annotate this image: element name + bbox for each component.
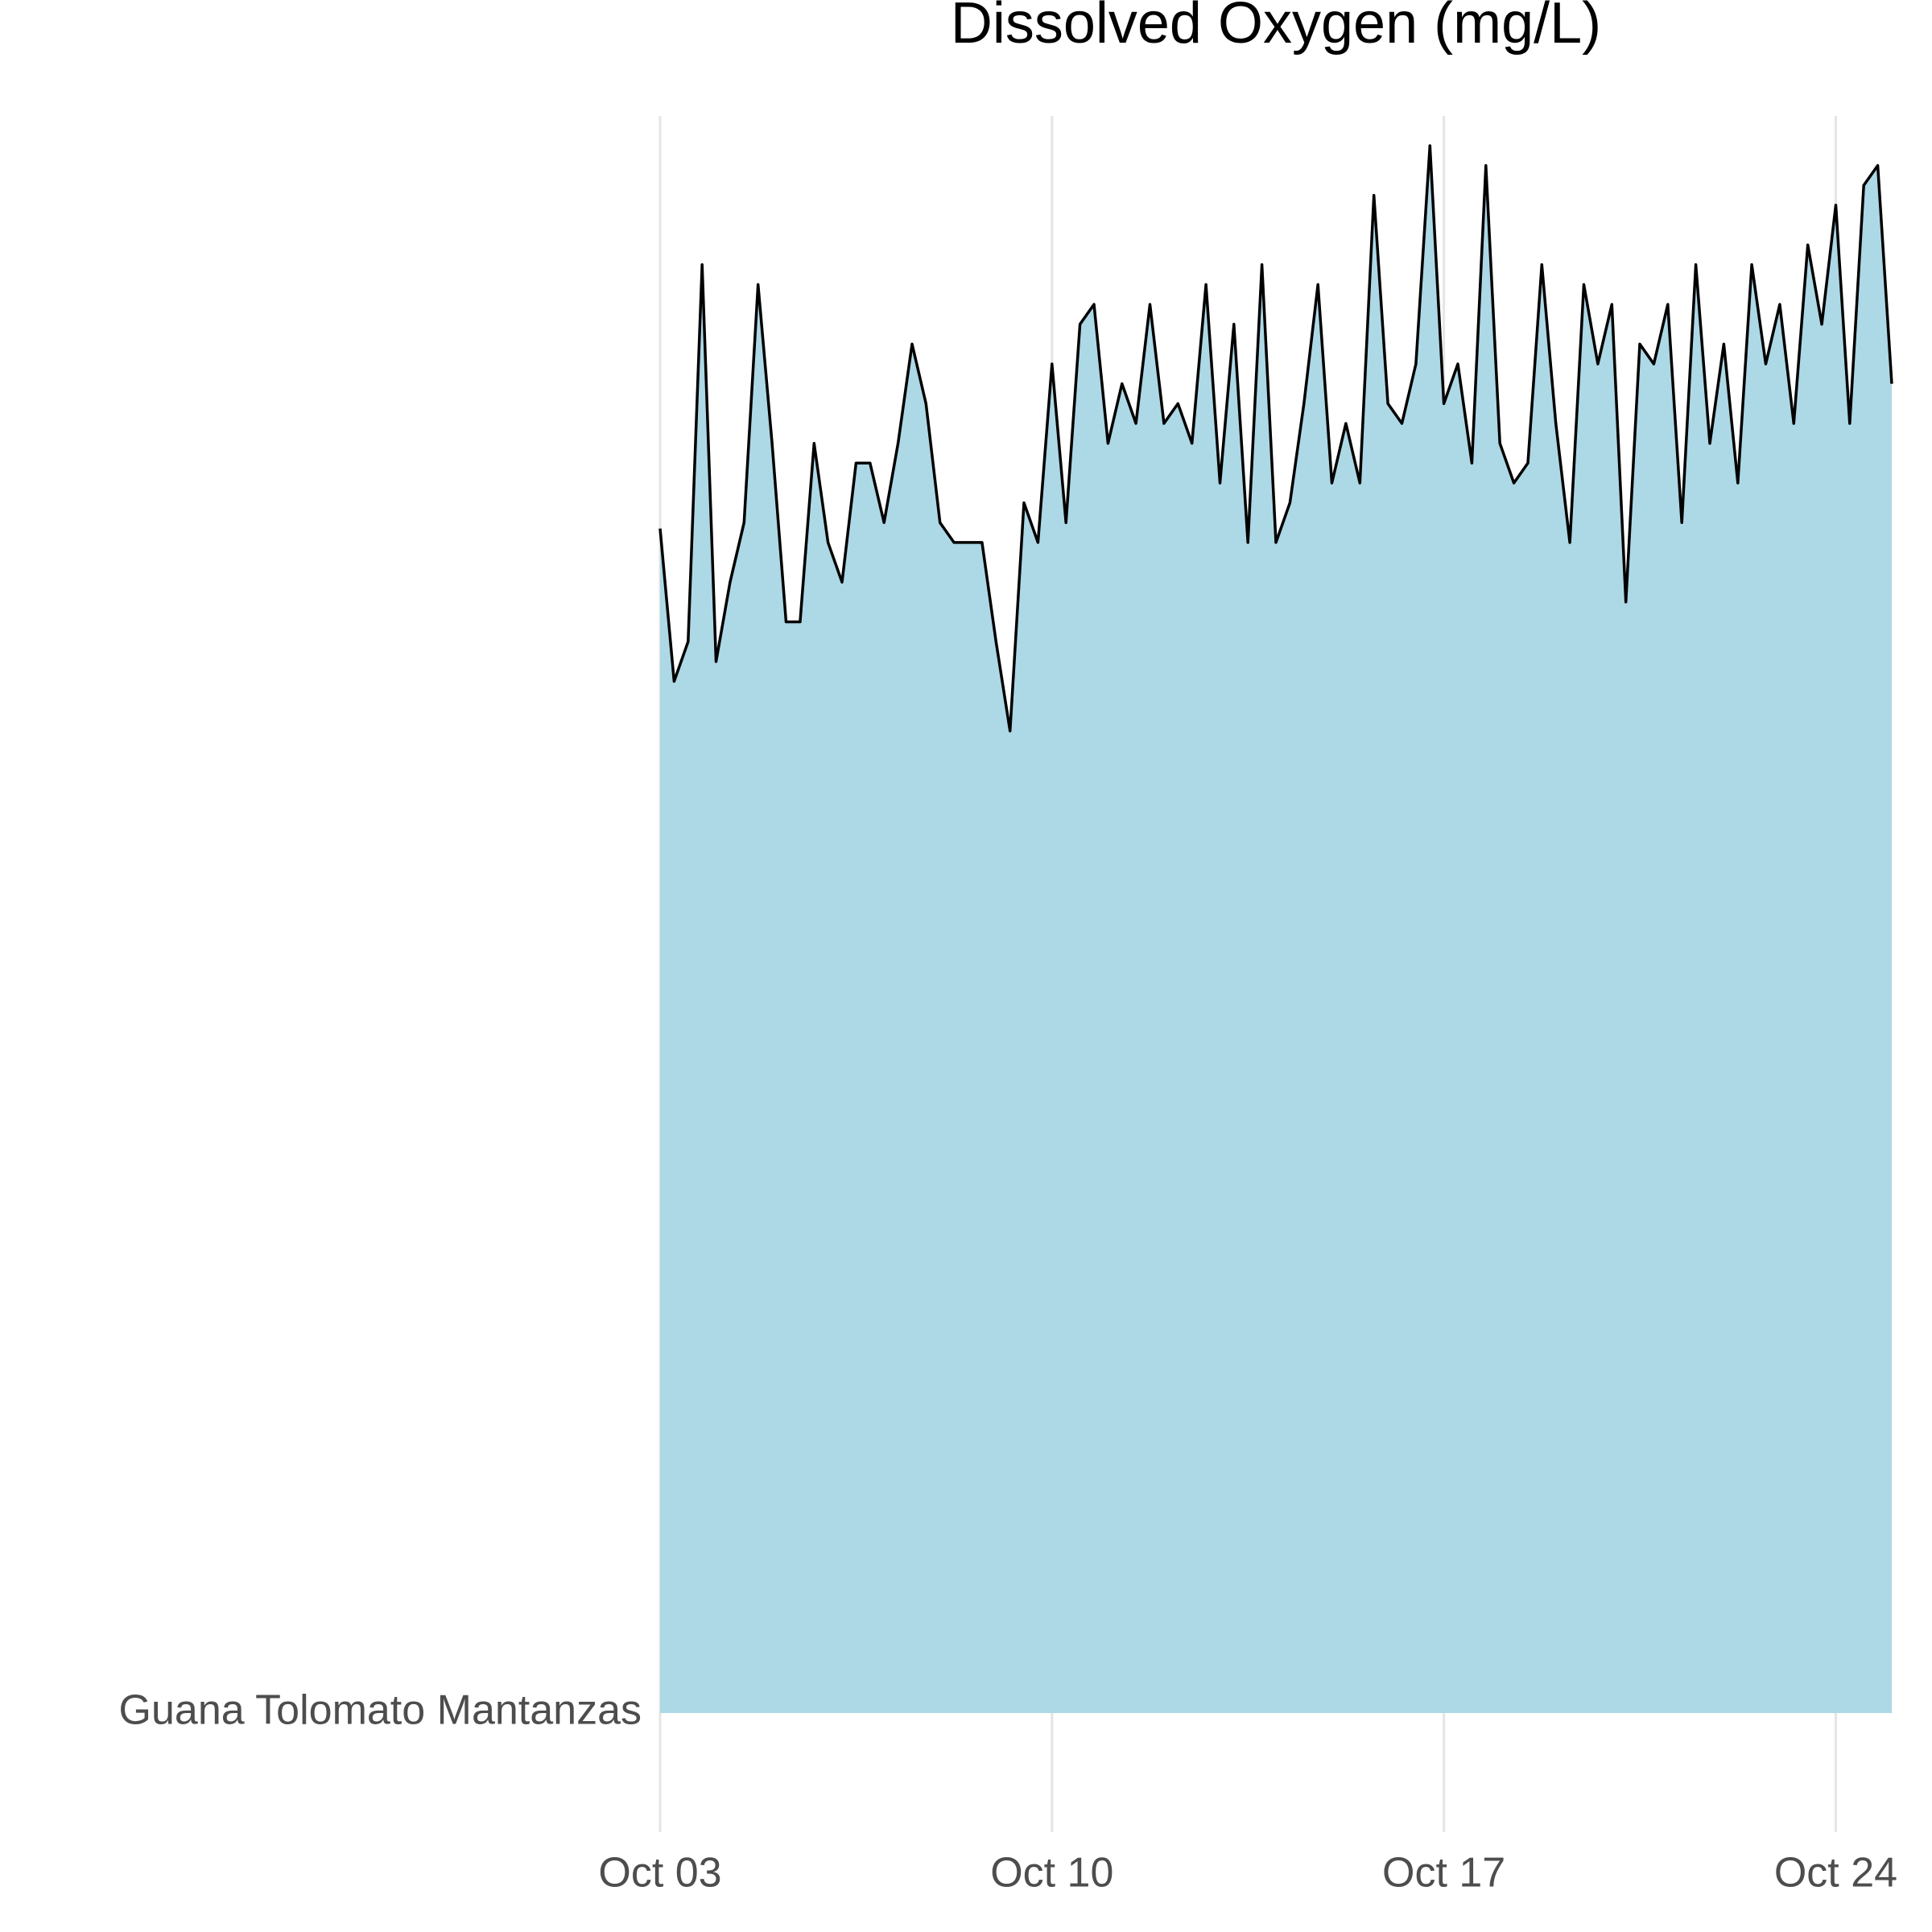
x-tick-label: Oct 24 — [1774, 1850, 1897, 1897]
x-tick-label: Oct 10 — [990, 1850, 1113, 1897]
x-tick-label: Oct 17 — [1382, 1850, 1505, 1897]
chart-title: Dissolved Oxygen (mg/L) — [951, 0, 1601, 56]
line — [658, 144, 1893, 733]
y-tick-label: Guana Tolomato Mantanzas — [119, 1687, 642, 1734]
area — [660, 146, 1892, 1713]
x-tick-label: Oct 03 — [598, 1850, 721, 1897]
